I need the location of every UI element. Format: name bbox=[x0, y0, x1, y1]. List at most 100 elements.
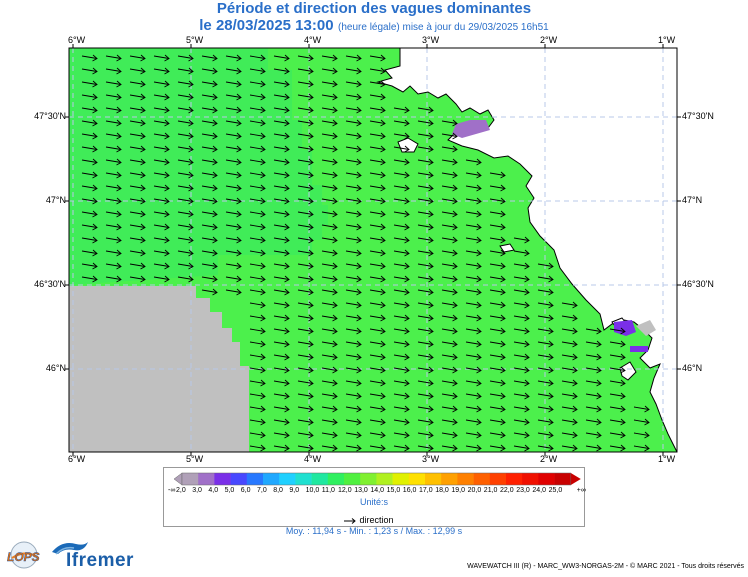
wave-direction-arrowhead bbox=[380, 431, 386, 439]
legend-value: 12,0 bbox=[338, 487, 352, 494]
wave-direction-arrowhead bbox=[212, 171, 218, 179]
wave-direction-arrow bbox=[585, 380, 602, 384]
wave-direction-arrow bbox=[465, 224, 482, 228]
wave-direction-arrow bbox=[153, 159, 170, 163]
wave-direction-arrowhead bbox=[260, 171, 266, 179]
wave-direction-arrowhead bbox=[308, 197, 314, 205]
wave-direction-arrow bbox=[297, 380, 314, 384]
wave-direction-arrow bbox=[393, 380, 410, 384]
forecast-date: le 28/03/2025 13:00 bbox=[199, 17, 334, 34]
wave-direction-arrowhead bbox=[476, 184, 482, 192]
wave-direction-arrow bbox=[441, 198, 458, 202]
wave-direction-arrow bbox=[345, 68, 362, 72]
wave-direction-arrowhead bbox=[260, 444, 266, 452]
wave-direction-arrow bbox=[393, 354, 410, 358]
wave-direction-arrowhead bbox=[116, 275, 122, 283]
colorbar-segment bbox=[246, 473, 264, 485]
wave-direction-arrow bbox=[81, 68, 98, 72]
wave-direction-arrow bbox=[225, 55, 242, 59]
colorbar-segment bbox=[457, 473, 474, 485]
wave-direction-arrow bbox=[153, 107, 170, 111]
update-note: (heure légale) mise à jour du 29/03/2025… bbox=[338, 22, 549, 33]
wave-direction-arrowhead bbox=[164, 223, 170, 231]
wave-direction-arrow bbox=[465, 263, 482, 267]
wave-direction-arrow bbox=[81, 237, 98, 241]
wave-direction-arrow bbox=[465, 445, 482, 449]
wave-direction-arrow bbox=[201, 81, 218, 85]
wave-direction-arrow bbox=[297, 419, 314, 423]
wave-direction-arrow bbox=[105, 224, 122, 228]
wave-direction-arrowhead bbox=[116, 106, 122, 114]
wave-direction-arrow bbox=[537, 276, 554, 280]
wave-direction-arrowhead bbox=[308, 236, 314, 244]
wave-direction-arrowhead bbox=[404, 119, 410, 127]
wave-direction-arrowhead bbox=[188, 80, 194, 88]
wave-direction-arrow bbox=[513, 315, 530, 319]
wave-direction-arrowhead bbox=[284, 171, 290, 179]
wave-direction-arrow bbox=[297, 315, 314, 319]
wave-direction-arrow bbox=[441, 263, 458, 267]
wave-direction-arrowhead bbox=[92, 106, 98, 114]
wave-direction-arrow bbox=[321, 432, 338, 436]
wave-direction-arrowhead bbox=[620, 392, 626, 400]
legend-value: -∞ bbox=[168, 487, 176, 494]
wave-direction-arrow bbox=[369, 172, 386, 176]
wave-direction-arrowhead bbox=[116, 132, 122, 140]
wave-direction-arrowhead bbox=[476, 431, 482, 439]
wave-direction-arrowhead bbox=[212, 236, 218, 244]
wave-direction-arrow bbox=[633, 419, 650, 423]
wave-direction-arrowhead bbox=[116, 54, 122, 62]
wave-direction-arrow bbox=[465, 419, 482, 423]
legend-value: 7,0 bbox=[257, 487, 267, 494]
wave-direction-arrow bbox=[321, 211, 338, 215]
wave-direction-arrow bbox=[585, 432, 602, 436]
wave-direction-arrow bbox=[345, 354, 362, 358]
colorbar-max-arrow bbox=[570, 473, 581, 485]
wave-direction-arrowhead bbox=[404, 197, 410, 205]
wave-direction-arrow bbox=[465, 159, 482, 163]
wave-direction-arrowhead bbox=[332, 132, 338, 140]
wave-direction-arrowhead bbox=[356, 54, 362, 62]
wave-direction-arrowhead bbox=[500, 210, 506, 218]
wave-direction-arrow bbox=[369, 68, 386, 72]
wave-direction-arrow bbox=[465, 185, 482, 189]
wave-direction-arrow bbox=[321, 172, 338, 176]
wave-direction-arrow bbox=[297, 198, 314, 202]
wave-direction-arrow bbox=[369, 354, 386, 358]
wave-direction-arrowhead bbox=[140, 249, 146, 257]
wave-direction-arrowhead bbox=[572, 327, 578, 335]
wave-direction-arrow bbox=[441, 432, 458, 436]
wave-direction-arrowhead bbox=[356, 210, 362, 218]
wave-direction-arrow bbox=[585, 341, 602, 345]
wave-direction-arrow bbox=[153, 68, 170, 72]
wave-direction-arrow bbox=[489, 328, 506, 332]
wave-direction-arrow bbox=[249, 250, 266, 254]
wave-direction-arrowhead bbox=[92, 145, 98, 153]
wave-direction-arrow bbox=[81, 198, 98, 202]
wave-direction-arrowhead bbox=[164, 132, 170, 140]
wave-direction-arrow bbox=[273, 276, 290, 280]
wave-direction-arrow bbox=[81, 107, 98, 111]
wave-direction-arrowhead bbox=[500, 197, 506, 205]
wave-direction-arrowhead bbox=[380, 353, 386, 361]
wave-direction-arrowhead bbox=[212, 80, 218, 88]
wave-direction-arrow bbox=[297, 94, 314, 98]
wave-direction-arrowhead bbox=[404, 210, 410, 218]
wave-direction-arrow bbox=[177, 81, 194, 85]
wave-direction-arrow bbox=[153, 146, 170, 150]
wave-direction-arrow bbox=[249, 55, 266, 59]
wave-direction-arrow bbox=[201, 289, 218, 293]
wave-direction-arrow bbox=[537, 445, 554, 449]
wave-direction-arrow bbox=[129, 55, 146, 59]
wave-direction-arrow bbox=[273, 445, 290, 449]
wave-direction-arrow bbox=[249, 237, 266, 241]
wave-direction-arrow bbox=[177, 250, 194, 254]
land-coastline bbox=[376, 47, 678, 453]
wave-direction-arrow bbox=[177, 159, 194, 163]
wave-direction-arrow bbox=[249, 68, 266, 72]
wave-direction-arrow bbox=[417, 445, 434, 449]
wave-direction-arrowhead bbox=[476, 210, 482, 218]
wave-direction-arrowhead bbox=[188, 223, 194, 231]
wave-direction-arrow bbox=[561, 315, 578, 319]
wave-direction-arrowhead bbox=[92, 236, 98, 244]
